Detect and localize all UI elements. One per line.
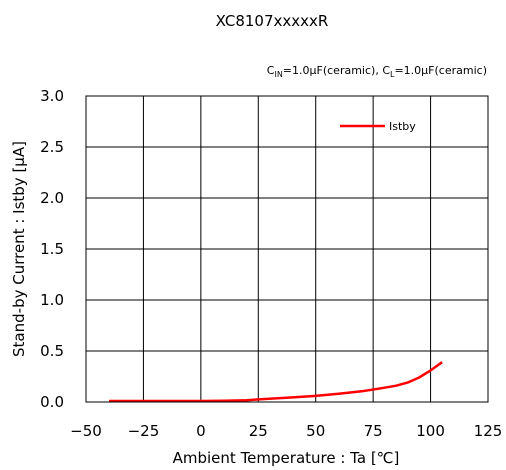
cin-subscript: IN [274,70,282,79]
x-tick-label: 0 [196,422,206,440]
grid-lines [85,95,489,403]
cl-value: =1.0μF(ceramic) [394,64,487,77]
x-tick-label: 25 [249,422,268,440]
cl-subscript: L [390,70,395,79]
x-tick-label: 125 [474,422,503,440]
cl-prefix: C [382,64,390,77]
chart-title: XC8107xxxxxR [216,12,329,30]
y-tick-label: 0.5 [40,342,64,360]
y-axis-label: Stand-by Current : Istby [μA] [10,141,28,357]
series-line-istby [109,361,443,403]
y-tick-label: 2.5 [40,138,64,156]
y-axis-ticks: 0.0 0.5 1.0 1.5 2.0 2.5 3.0 [40,87,64,411]
y-tick-label: 3.0 [40,87,64,105]
plot-frame [85,95,489,403]
x-axis-label: Ambient Temperature : Ta [℃] [173,449,400,467]
cin-prefix: C [267,64,275,77]
legend-label-istby: Istby [389,120,416,133]
x-tick-label: 100 [416,422,445,440]
y-tick-label: 2.0 [40,189,64,207]
y-tick-label: 1.5 [40,240,64,258]
x-tick-label: 75 [364,422,383,440]
x-axis-ticks: −50 −25 0 25 50 75 100 125 [70,422,502,440]
y-tick-label: 0.0 [40,393,64,411]
measurement-conditions: CIN=1.0μF(ceramic), CL=1.0μF(ceramic) [267,64,487,79]
x-tick-label: −50 [70,422,102,440]
x-tick-label: −25 [128,422,160,440]
x-tick-label: 50 [306,422,325,440]
cin-value: =1.0μF(ceramic), [283,64,383,77]
series-group [109,361,443,403]
legend: Istby [340,120,416,133]
y-tick-label: 1.0 [40,291,64,309]
